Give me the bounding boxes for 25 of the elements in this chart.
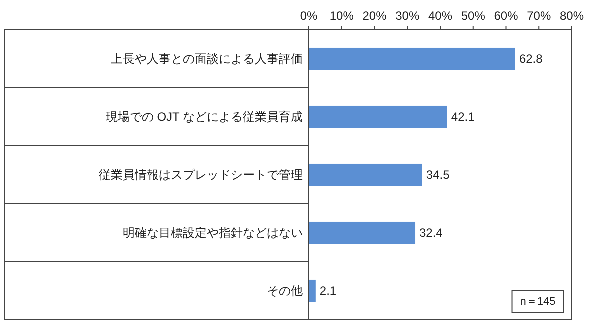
data-label: 42.1 <box>451 110 476 124</box>
bar <box>309 164 422 186</box>
bar <box>309 280 316 302</box>
x-tick-label: 80% <box>560 9 584 23</box>
data-label: 34.5 <box>426 168 450 182</box>
bar <box>309 48 516 70</box>
bar <box>309 222 416 244</box>
y-tick-label: 従業員情報はスプレッドシートで管理 <box>99 168 303 182</box>
y-tick-label: 現場での OJT などによる従業員育成 <box>106 110 303 124</box>
x-tick-label: 70% <box>527 9 552 23</box>
x-tick-label: 40% <box>428 9 453 23</box>
x-tick-label: 20% <box>362 9 388 23</box>
bar <box>309 106 448 128</box>
data-label: 62.8 <box>519 52 544 66</box>
x-tick-label: 50% <box>461 9 486 23</box>
annotation: n＝145 <box>520 296 556 308</box>
data-label: 2.1 <box>320 284 337 298</box>
y-tick-label: その他 <box>267 284 303 298</box>
y-tick-label: 明確な目標設定や指針などはない <box>123 226 303 240</box>
x-tick-label: 10% <box>330 9 354 23</box>
y-tick-label: 上長や人事との面談による人事評価 <box>111 52 303 66</box>
x-tick-label: 30% <box>396 9 420 23</box>
x-tick-label: 60% <box>494 9 519 23</box>
data-label: 32.4 <box>420 226 444 240</box>
x-tick-label: 0% <box>300 9 318 23</box>
